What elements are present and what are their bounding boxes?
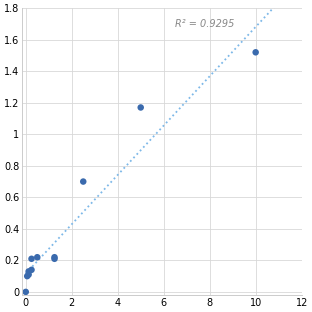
Point bbox=[29, 267, 34, 272]
Point bbox=[26, 269, 31, 274]
Point bbox=[52, 256, 57, 261]
Point bbox=[52, 255, 57, 260]
Point bbox=[25, 274, 30, 279]
Point bbox=[138, 105, 143, 110]
Point bbox=[253, 50, 258, 55]
Point bbox=[81, 179, 86, 184]
Point bbox=[29, 256, 34, 261]
Text: R² = 0.9295: R² = 0.9295 bbox=[175, 19, 235, 29]
Point bbox=[26, 272, 31, 277]
Point bbox=[23, 290, 28, 295]
Point bbox=[35, 255, 40, 260]
